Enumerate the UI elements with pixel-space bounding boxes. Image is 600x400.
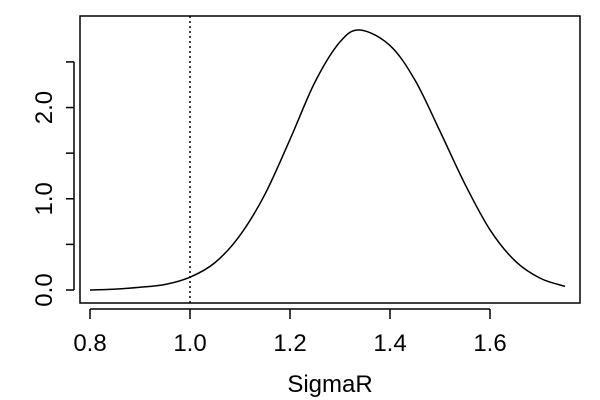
y-tick-label: 0.0 — [31, 273, 58, 306]
x-axis: 0.8 1.0 1.2 1.4 1.6 — [73, 308, 507, 357]
y-axis: 0.0 1.0 2.0 — [31, 61, 75, 307]
x-tick-label: 1.0 — [173, 330, 206, 357]
x-axis-title: SigmaR — [287, 371, 372, 398]
density-points — [90, 30, 565, 290]
density-series-line — [89, 29, 566, 291]
x-tick-label: 1.2 — [273, 330, 306, 357]
x-tick-label: 1.4 — [373, 330, 406, 357]
plot-frame — [79, 15, 581, 304]
x-tick-label: 0.8 — [73, 330, 106, 357]
y-tick-label: 1.0 — [31, 182, 58, 215]
y-tick-label: 2.0 — [31, 91, 58, 124]
x-tick-label: 1.6 — [473, 330, 506, 357]
